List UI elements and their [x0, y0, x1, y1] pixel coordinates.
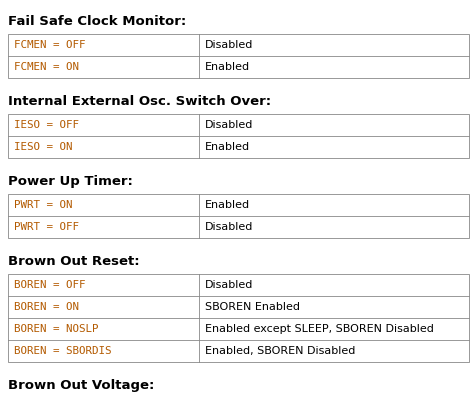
Text: Enabled except SLEEP, SBOREN Disabled: Enabled except SLEEP, SBOREN Disabled	[205, 324, 433, 334]
Text: Internal External Osc. Switch Over:: Internal External Osc. Switch Over:	[8, 95, 270, 108]
Text: PWRT = OFF: PWRT = OFF	[14, 222, 79, 232]
Text: Disabled: Disabled	[205, 120, 253, 130]
Text: Fail Safe Clock Monitor:: Fail Safe Clock Monitor:	[8, 15, 186, 28]
Text: Disabled: Disabled	[205, 222, 253, 232]
Text: Power Up Timer:: Power Up Timer:	[8, 175, 133, 188]
Text: Disabled: Disabled	[205, 280, 253, 290]
Text: Disabled: Disabled	[205, 40, 253, 50]
Text: BOREN = SBORDIS: BOREN = SBORDIS	[14, 346, 111, 356]
Text: IESO = OFF: IESO = OFF	[14, 120, 79, 130]
Bar	[8, 194, 468, 238]
Bar	[8, 114, 468, 158]
Bar	[8, 274, 468, 362]
Text: IESO = ON: IESO = ON	[14, 142, 72, 152]
Text: Enabled: Enabled	[205, 200, 250, 210]
Text: FCMEN = ON: FCMEN = ON	[14, 62, 79, 72]
Text: FCMEN = OFF: FCMEN = OFF	[14, 40, 85, 50]
Text: Enabled: Enabled	[205, 62, 250, 72]
Text: Enabled, SBOREN Disabled: Enabled, SBOREN Disabled	[205, 346, 355, 356]
Text: BOREN = OFF: BOREN = OFF	[14, 280, 85, 290]
Text: SBOREN Enabled: SBOREN Enabled	[205, 302, 300, 312]
Text: Brown Out Reset:: Brown Out Reset:	[8, 255, 139, 268]
Text: PWRT = ON: PWRT = ON	[14, 200, 72, 210]
Text: Enabled: Enabled	[205, 142, 250, 152]
Text: Brown Out Voltage:: Brown Out Voltage:	[8, 379, 154, 392]
Bar	[8, 34, 468, 78]
Text: BOREN = ON: BOREN = ON	[14, 302, 79, 312]
Text: BOREN = NOSLP: BOREN = NOSLP	[14, 324, 98, 334]
